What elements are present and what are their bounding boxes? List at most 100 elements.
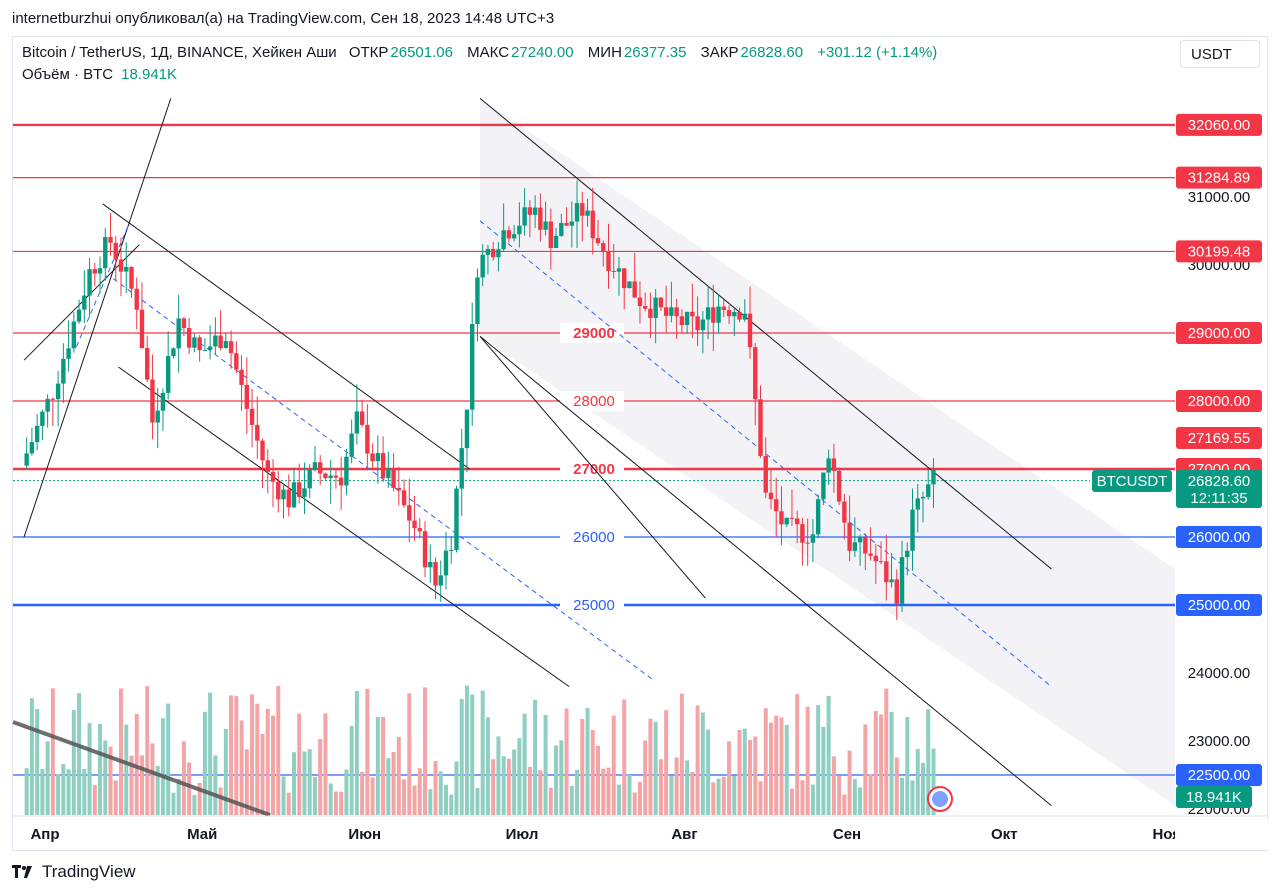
x-axis-mask	[1175, 820, 1268, 850]
candle-body	[66, 348, 71, 359]
volume-bar	[763, 708, 768, 815]
level-badge-bg	[1176, 166, 1262, 189]
volume-bar	[187, 762, 192, 815]
level-badge-bg	[1176, 113, 1262, 136]
candle-body	[616, 268, 622, 272]
candle-body	[197, 337, 202, 351]
volume-bar	[417, 768, 422, 815]
volume-bar	[208, 692, 213, 815]
volume-bar	[323, 713, 328, 815]
candle-body	[910, 509, 915, 551]
candle-body	[836, 471, 842, 502]
candle-body	[490, 248, 496, 258]
currency-selector[interactable]: USDT	[1180, 40, 1260, 68]
candle-body	[538, 207, 543, 230]
volume-bar	[291, 752, 296, 815]
candle-body	[569, 221, 574, 226]
candle-body	[601, 243, 606, 252]
volume-bar	[255, 703, 260, 815]
level-badge: 30199.48	[1188, 243, 1251, 260]
volume-bar	[795, 693, 800, 815]
volume-bar	[596, 745, 601, 815]
volume-bar	[821, 726, 826, 815]
legend-change: +301.12 (+1.14%)	[817, 44, 938, 61]
volume-bar	[328, 783, 333, 815]
candle-body	[826, 458, 831, 473]
volume-bar	[737, 730, 742, 815]
volume-bar	[360, 771, 365, 815]
level-label-bg	[560, 595, 624, 615]
volume-bar	[879, 714, 884, 815]
volume-bar	[533, 699, 538, 815]
candle-body	[349, 433, 354, 457]
candle-body	[868, 553, 873, 556]
candle-body	[380, 453, 386, 479]
candle-body	[103, 237, 108, 269]
level-chart-label: 25000	[573, 597, 615, 614]
volume-bar	[354, 690, 359, 815]
legend-low-label: МИН	[587, 44, 622, 61]
candle-body	[417, 528, 422, 532]
volume-bar	[590, 730, 595, 815]
candle-body	[155, 410, 160, 423]
candle-body	[742, 313, 747, 320]
volume-bar	[706, 729, 711, 815]
candle-body	[134, 288, 139, 310]
level-label-bg	[560, 527, 624, 547]
candle-body	[396, 487, 402, 491]
candle-body	[475, 277, 480, 324]
candle-body	[312, 462, 318, 470]
legend-high-label: МАКС	[467, 44, 510, 61]
channel-shade	[480, 98, 1176, 806]
volume-bar	[554, 745, 559, 815]
volume-bar	[56, 774, 61, 815]
level-badge: 31284.89	[1188, 170, 1251, 187]
volume-bar	[648, 718, 653, 815]
candle-body	[370, 453, 375, 462]
candle-body	[658, 297, 664, 308]
volume-bar	[449, 794, 454, 815]
x-tick-label: Окт	[991, 826, 1018, 843]
candle-body	[338, 477, 344, 486]
volume-bar	[318, 738, 323, 815]
candle-body	[29, 442, 35, 454]
volume-bar	[454, 761, 459, 815]
volume-bar	[816, 705, 821, 815]
x-tick-label: Ноя	[1152, 826, 1181, 843]
volume-bar	[176, 778, 181, 815]
volume-bar	[485, 717, 490, 815]
candle-body	[40, 411, 45, 426]
level-badge-bg	[1176, 240, 1262, 263]
volume-bar	[905, 717, 910, 815]
volume-bar	[748, 739, 753, 815]
candle-body	[642, 306, 648, 309]
volume-bar	[711, 782, 716, 815]
candle-body	[548, 221, 554, 249]
volume-bar	[396, 737, 401, 815]
candle-body	[45, 398, 50, 412]
volume-bar	[181, 741, 186, 815]
candle-body	[721, 306, 727, 311]
candle-body	[470, 323, 475, 410]
volume-bar	[155, 765, 160, 815]
volume-bar	[160, 718, 165, 815]
candle-body	[139, 309, 145, 349]
candle-body	[611, 271, 616, 273]
volume-bar	[297, 713, 302, 815]
volume-bar	[244, 749, 249, 815]
candle-body	[915, 498, 920, 510]
marker-badge: 27169.55	[1188, 430, 1251, 447]
candle-body	[459, 448, 464, 489]
trend-channel-line	[479, 336, 1052, 806]
volume-bar	[496, 736, 501, 815]
volume-bar	[402, 779, 407, 815]
volume-bar	[569, 785, 574, 815]
volume-bar	[863, 724, 868, 815]
candle-body	[899, 557, 905, 604]
trend-channel-line	[23, 98, 172, 538]
level-badge: 26000.00	[1188, 529, 1251, 546]
candle-body	[207, 346, 213, 350]
volume-bar	[627, 774, 632, 815]
candle-body	[831, 458, 837, 472]
